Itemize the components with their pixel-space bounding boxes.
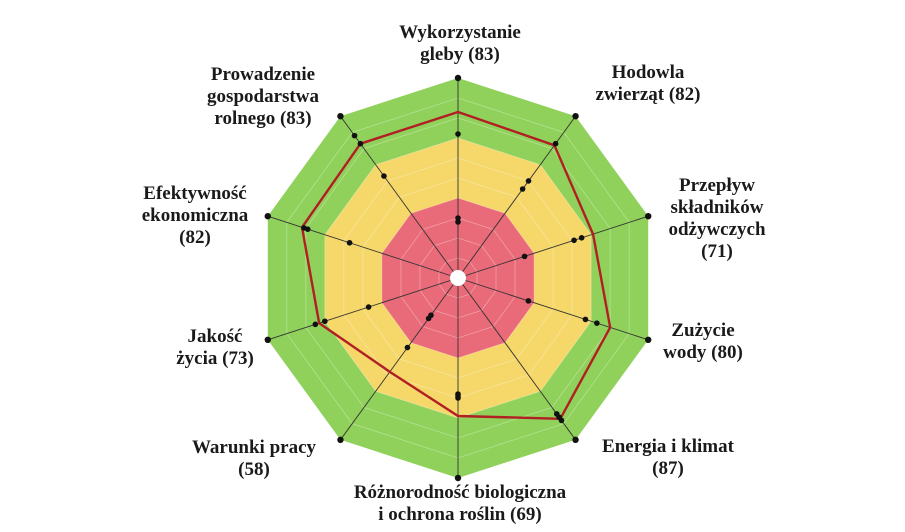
axis-label: Przepływ składników odżywczych (71) (668, 175, 766, 262)
axis-end-point (572, 436, 579, 444)
axis-label: Jakość życia (73) (176, 326, 254, 369)
axis-label: Różnorodność biologiczna i ochrona roślin… (354, 482, 567, 525)
axis-label-line: Przepływ (679, 175, 755, 196)
axis-label: Warunki pracy (58) (192, 437, 317, 480)
sub-indicator-points (301, 131, 600, 424)
axis-label: Prowadzenie gospodarstwa rolnego (83) (207, 64, 319, 129)
axis-label: Zużycie wody (80) (663, 320, 743, 363)
axis-label: Efektywność ekonomiczna (82) (142, 183, 249, 248)
axis-end-point (337, 112, 344, 120)
sub-indicator-point (365, 304, 372, 310)
sub-indicator-point (346, 239, 353, 246)
axis-label-line: Zużycie (671, 320, 734, 341)
axis-label-line: (58) (238, 459, 270, 480)
axis-end-point (337, 436, 344, 444)
score-series (300, 110, 612, 420)
sub-indicator-point (351, 132, 358, 139)
axis-spoke (457, 277, 649, 341)
sub-indicator-point (525, 178, 532, 184)
sub-indicator-point (455, 219, 461, 225)
sub-indicator-point (357, 140, 364, 147)
sub-indicator-point (578, 235, 585, 241)
axis-label-line: i ochrona roślin (69) (378, 504, 541, 525)
axis-label-line: Hodowla (612, 62, 685, 83)
axis-label-line: gleby (83) (420, 44, 500, 65)
axis-end-point (454, 74, 462, 82)
sub-indicator-point (455, 215, 461, 221)
axis-label-line: Energia i klimat (602, 436, 735, 457)
axis-label-line: Warunki pracy (192, 437, 317, 458)
sub-indicator-point (301, 225, 307, 231)
sub-indicator-point (428, 312, 434, 319)
axis-label-line: Prowadzenie (211, 64, 315, 85)
axis-end-point (264, 336, 271, 344)
axis-label-line: (82) (179, 227, 211, 248)
axis-end-point (645, 212, 652, 220)
axis-label-line: (71) (701, 241, 733, 262)
axis-label-line: gospodarstwa (207, 86, 319, 107)
sub-indicator-point (312, 321, 319, 328)
axis-label-line: ekonomiczna (142, 205, 249, 226)
axis-spoke (340, 277, 459, 441)
axis-label-line: rolnego (83) (214, 108, 311, 129)
axis-spoke (267, 215, 459, 279)
axis-label: Wykorzystanie gleby (83) (399, 22, 521, 65)
sub-indicator-point (594, 320, 600, 326)
axis-spoke (267, 277, 459, 341)
axis-label-line: wody (80) (663, 342, 743, 363)
axis-label-line: odżywczych (668, 219, 766, 240)
axis-labels: Wykorzystanie gleby (83) Hodowla zwierząt (… (142, 22, 766, 525)
axis-label-line: życia (73) (176, 348, 254, 369)
axis-label-line: Różnorodność biologiczna (354, 482, 567, 503)
sub-indicator-point (519, 186, 526, 192)
sub-indicator-point (455, 131, 461, 137)
sub-indicator-point (525, 298, 532, 304)
sub-indicator-point (582, 316, 589, 323)
axis-label: Hodowla zwierząt (82) (596, 62, 701, 105)
axis-label-line: (87) (652, 458, 684, 479)
axis-label: Energia i klimat (87) (602, 436, 735, 479)
sub-indicator-point (322, 318, 328, 325)
center-hole (450, 270, 466, 286)
axis-end-point (454, 474, 462, 482)
axis-label-line: Efektywność (143, 183, 246, 204)
axis-label-line: składników (671, 197, 764, 218)
sub-indicator-point (455, 391, 461, 397)
series-line (300, 110, 612, 420)
axis-label-line: zwierząt (82) (596, 84, 701, 105)
axis-end-point (264, 212, 271, 220)
sub-indicator-point (404, 344, 411, 351)
axis-label-line: Jakość (188, 326, 243, 347)
axis-label-line: Wykorzystanie (399, 22, 521, 43)
axis-end-point (572, 112, 579, 120)
axis-end-point (645, 336, 652, 344)
sub-indicator-point (571, 237, 577, 244)
sub-indicator-point (556, 414, 562, 420)
sub-indicator-point (381, 173, 387, 179)
sub-indicator-point (552, 140, 559, 147)
axis-spoke (457, 215, 649, 279)
sub-indicator-point (521, 253, 528, 260)
